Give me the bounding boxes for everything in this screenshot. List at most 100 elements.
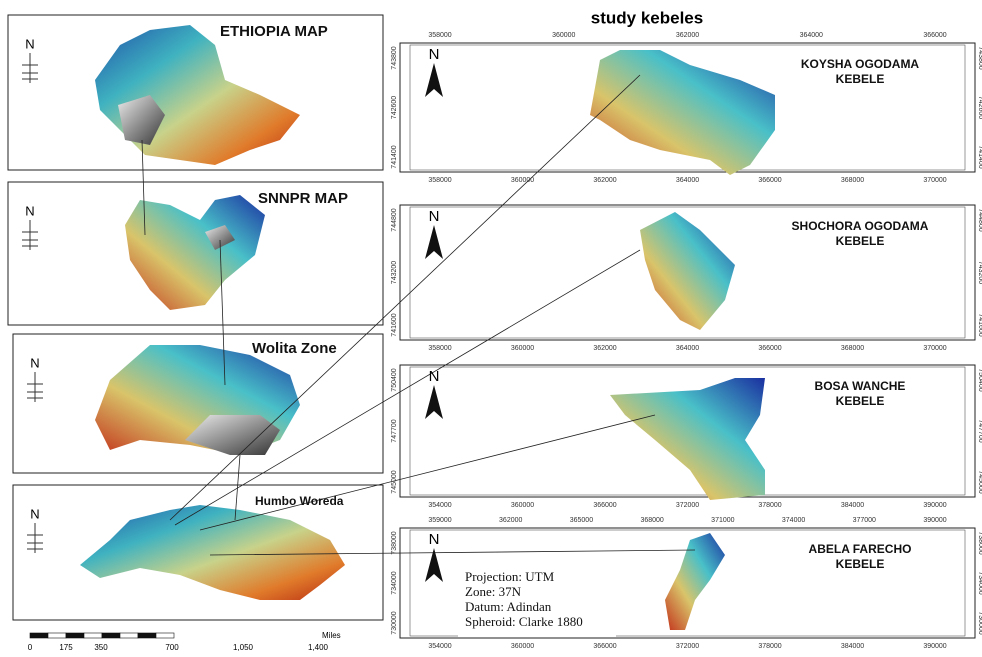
coordinate-tick: 378000 bbox=[758, 643, 781, 650]
scale-segment bbox=[102, 633, 120, 638]
kebele-name: KEBELE bbox=[836, 557, 885, 571]
coordinate-tick: 364000 bbox=[800, 32, 823, 39]
coordinate-tick: 734000 bbox=[977, 571, 982, 594]
coordinate-tick: 368000 bbox=[841, 345, 864, 352]
coordinate-tick: 370000 bbox=[923, 177, 946, 184]
scale-segment bbox=[84, 633, 102, 638]
coordinate-tick: 368000 bbox=[640, 517, 663, 524]
scale-unit: Miles bbox=[322, 631, 341, 640]
scale-segment bbox=[138, 633, 156, 638]
coordinate-tick: 358000 bbox=[428, 177, 451, 184]
coordinate-tick: 743800 bbox=[977, 46, 982, 69]
coordinate-tick: 384000 bbox=[841, 502, 864, 509]
coordinate-tick: 360000 bbox=[511, 502, 534, 509]
scale-label: 0 bbox=[28, 643, 33, 652]
panel-title: Wolita Zone bbox=[252, 340, 337, 357]
coordinate-tick: 743800 bbox=[391, 46, 398, 69]
kebele-name: KEBELE bbox=[836, 234, 885, 248]
north-label: N bbox=[429, 368, 440, 385]
coordinate-tick: 366000 bbox=[758, 345, 781, 352]
coordinate-tick: 364000 bbox=[676, 345, 699, 352]
coordinate-tick: 370000 bbox=[923, 345, 946, 352]
coordinate-tick: 362000 bbox=[676, 32, 699, 39]
north-label: N bbox=[429, 531, 440, 548]
scale-label: 700 bbox=[165, 643, 179, 652]
coordinate-tick: 730000 bbox=[391, 611, 398, 634]
north-label: N bbox=[25, 203, 34, 218]
panel-title: SNNPR MAP bbox=[258, 190, 348, 207]
coordinate-tick: 747700 bbox=[977, 419, 982, 442]
north-label: N bbox=[25, 36, 34, 51]
scale-segment bbox=[66, 633, 84, 638]
coordinate-tick: 371000 bbox=[711, 517, 734, 524]
kebele-name: KEBELE bbox=[836, 72, 885, 86]
north-label: N bbox=[30, 355, 39, 370]
coordinate-tick: 742600 bbox=[391, 96, 398, 119]
kebele-name: BOSA WANCHE bbox=[815, 379, 906, 393]
coordinate-tick: 750400 bbox=[977, 368, 982, 391]
kebele-name: KOYSHA OGODAMA bbox=[801, 57, 920, 71]
coordinate-tick: 360000 bbox=[511, 643, 534, 650]
coordinate-tick: 390000 bbox=[923, 502, 946, 509]
coordinate-tick: 741600 bbox=[977, 313, 982, 336]
coordinate-tick: 743200 bbox=[391, 261, 398, 284]
coordinate-tick: 738000 bbox=[391, 531, 398, 554]
coordinate-tick: 745000 bbox=[391, 470, 398, 493]
scale-segment bbox=[30, 633, 48, 638]
scale-label: 1,400 bbox=[308, 643, 329, 652]
kebele-name: SHOCHORA OGODAMA bbox=[792, 219, 929, 233]
coordinate-tick: 366000 bbox=[758, 177, 781, 184]
coordinate-tick: 366000 bbox=[593, 643, 616, 650]
coordinate-tick: 747700 bbox=[391, 419, 398, 442]
coordinate-tick: 374000 bbox=[782, 517, 805, 524]
panel-title: Humbo Woreda bbox=[255, 494, 344, 508]
map-figure: study kebeles ETHIOPIA MAPNSNNPR MAPNWol… bbox=[0, 0, 982, 657]
coordinate-tick: 745000 bbox=[977, 470, 982, 493]
north-label: N bbox=[30, 506, 39, 521]
scale-segment bbox=[156, 633, 174, 638]
kebele-name: ABELA FARECHO bbox=[809, 542, 912, 556]
coordinate-tick: 358000 bbox=[428, 32, 451, 39]
north-label: N bbox=[429, 46, 440, 63]
coordinate-tick: 360000 bbox=[552, 32, 575, 39]
coordinate-tick: 744800 bbox=[977, 208, 982, 231]
coordinate-tick: 378000 bbox=[758, 502, 781, 509]
projection-text: Projection: UTM bbox=[465, 569, 555, 584]
coordinate-tick: 743200 bbox=[977, 261, 982, 284]
figure-title: study kebeles bbox=[591, 8, 703, 27]
coordinate-tick: 359000 bbox=[428, 517, 451, 524]
coordinate-tick: 741400 bbox=[977, 145, 982, 168]
coordinate-tick: 360000 bbox=[511, 345, 534, 352]
scale-segment bbox=[120, 633, 138, 638]
coordinate-tick: 384000 bbox=[841, 643, 864, 650]
coordinate-tick: 372000 bbox=[676, 502, 699, 509]
coordinate-tick: 362000 bbox=[593, 177, 616, 184]
coordinate-tick: 390000 bbox=[923, 517, 946, 524]
coordinate-tick: 354000 bbox=[428, 643, 451, 650]
coordinate-tick: 744800 bbox=[391, 208, 398, 231]
north-label: N bbox=[429, 208, 440, 225]
coordinate-tick: 734000 bbox=[391, 571, 398, 594]
coordinate-tick: 741400 bbox=[391, 145, 398, 168]
coordinate-tick: 390000 bbox=[923, 643, 946, 650]
coordinate-tick: 362000 bbox=[593, 345, 616, 352]
coordinate-tick: 372000 bbox=[676, 643, 699, 650]
scale-segment bbox=[48, 633, 66, 638]
coordinate-tick: 366000 bbox=[593, 502, 616, 509]
coordinate-tick: 366000 bbox=[923, 32, 946, 39]
projection-text: Zone: 37N bbox=[465, 584, 522, 599]
coordinate-tick: 365000 bbox=[570, 517, 593, 524]
scale-label: 1,050 bbox=[233, 643, 254, 652]
coordinate-tick: 742600 bbox=[977, 96, 982, 119]
coordinate-tick: 362000 bbox=[499, 517, 522, 524]
coordinate-tick: 730000 bbox=[977, 611, 982, 634]
scale-label: 175 bbox=[59, 643, 73, 652]
coordinate-tick: 738000 bbox=[977, 531, 982, 554]
coordinate-tick: 358000 bbox=[428, 345, 451, 352]
kebele-name: KEBELE bbox=[836, 394, 885, 408]
projection-text: Spheroid: Clarke 1880 bbox=[465, 614, 583, 629]
coordinate-tick: 354000 bbox=[428, 502, 451, 509]
projection-text: Datum: Adindan bbox=[465, 599, 552, 614]
coordinate-tick: 750400 bbox=[391, 368, 398, 391]
coordinate-tick: 360000 bbox=[511, 177, 534, 184]
